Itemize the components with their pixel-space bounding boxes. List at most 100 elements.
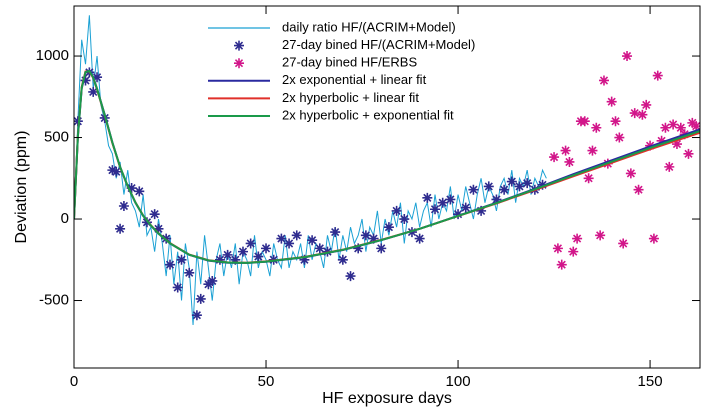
scatter-point xyxy=(422,192,433,203)
scatter-point xyxy=(368,233,379,244)
legend-label: 2x exponential + linear fit xyxy=(282,72,427,87)
scatter-point xyxy=(291,230,302,241)
scatter-point xyxy=(614,132,625,143)
y-axis-label: Deviation (ppm) xyxy=(13,131,30,244)
scatter-point xyxy=(691,121,700,132)
scatter-point xyxy=(115,223,126,234)
scatter-point xyxy=(618,238,629,249)
scatter-point xyxy=(172,282,183,293)
scatter-point xyxy=(88,86,99,97)
legend-swatch xyxy=(234,40,244,51)
scatter-point xyxy=(622,51,633,62)
scatter-point xyxy=(453,209,464,220)
scatter-point xyxy=(610,116,621,127)
frame xyxy=(73,5,701,369)
scatter-point xyxy=(591,122,602,133)
x-tick-label: 100 xyxy=(446,373,471,390)
scatter-point xyxy=(629,108,640,119)
scatter-point xyxy=(111,166,122,177)
series-line xyxy=(74,15,547,326)
scatter-point xyxy=(491,194,502,205)
legend-label: 2x hyperbolic + exponential fit xyxy=(282,107,454,122)
scatter-point xyxy=(483,181,494,192)
scatter-point xyxy=(376,243,387,254)
y-tick-label: 1000 xyxy=(36,47,69,64)
legend-label: 27-day bined HF/(ACRIM+Model) xyxy=(282,37,475,52)
scatter-point xyxy=(656,135,667,146)
legend-label: 2x hyperbolic + linear fit xyxy=(282,90,419,105)
scatter-point xyxy=(683,148,694,159)
y-tick-label: 0 xyxy=(61,210,69,227)
scatter-point xyxy=(633,184,644,195)
scatter-point xyxy=(299,254,310,265)
scatter-point xyxy=(445,194,456,205)
scatter-point xyxy=(126,183,137,194)
scatter-point xyxy=(222,249,233,260)
scatter-point xyxy=(118,200,129,211)
scatter-point xyxy=(149,209,160,220)
scatter-point xyxy=(468,184,479,195)
scatter-point xyxy=(107,165,118,176)
scatter-point xyxy=(353,243,364,254)
series-line xyxy=(74,69,700,264)
scatter-point xyxy=(214,254,225,265)
scatter-point xyxy=(568,246,579,257)
scatter-point xyxy=(499,184,510,195)
scatter-point xyxy=(668,119,679,130)
scatter-point xyxy=(460,202,471,213)
scatter-point xyxy=(625,168,636,179)
scatter-point xyxy=(314,243,325,254)
scatter-point xyxy=(506,176,517,187)
scatter-point xyxy=(414,233,425,244)
y-tick-label: -500 xyxy=(39,291,69,308)
scatter-point xyxy=(330,227,341,238)
scatter-point xyxy=(560,145,571,156)
scatter-point xyxy=(337,254,348,265)
scatter-point xyxy=(230,254,241,265)
scatter-point xyxy=(660,122,671,133)
x-tick-label: 0 xyxy=(70,373,78,390)
scatter-point xyxy=(80,75,91,86)
scatter-point xyxy=(579,116,590,127)
scatter-point xyxy=(261,243,272,254)
scatter-point xyxy=(284,238,295,249)
plot-area xyxy=(74,15,700,326)
scatter-point xyxy=(675,122,686,133)
x-tick-label: 50 xyxy=(258,373,275,390)
x-axis-label: HF exposure days xyxy=(322,390,452,407)
scatter-point xyxy=(537,179,548,190)
scatter-point xyxy=(165,259,176,270)
scatter-point xyxy=(245,238,256,249)
scatter-point xyxy=(652,70,663,81)
scatter-point xyxy=(671,139,682,150)
scatter-point xyxy=(437,197,448,208)
scatter-point xyxy=(360,230,371,241)
scatter-point xyxy=(476,205,487,216)
scatter-point xyxy=(191,310,202,321)
scatter-point xyxy=(134,186,145,197)
scatter-point xyxy=(637,109,648,120)
scatter-point xyxy=(184,267,195,278)
scatter-point xyxy=(687,117,698,128)
scatter-point xyxy=(276,233,287,244)
y-tick-label: 500 xyxy=(44,129,69,146)
scatter-point xyxy=(237,246,248,257)
scatter-point xyxy=(522,178,533,189)
scatter-point xyxy=(153,223,164,234)
scatter-point xyxy=(556,259,567,270)
scatter-point xyxy=(176,254,187,265)
scatter-point xyxy=(74,116,83,127)
scatter-point xyxy=(598,75,609,86)
scatter-point xyxy=(345,271,356,282)
scatter-point xyxy=(399,214,410,225)
x-tick-label: 150 xyxy=(638,373,663,390)
scatter-point xyxy=(430,204,441,215)
scatter-point xyxy=(664,161,675,172)
scatter-point xyxy=(383,222,394,233)
scatter-point xyxy=(583,173,594,184)
scatter-point xyxy=(564,156,575,167)
scatter-point xyxy=(648,233,659,244)
scatter-point xyxy=(552,243,563,254)
scatter-point xyxy=(203,279,214,290)
